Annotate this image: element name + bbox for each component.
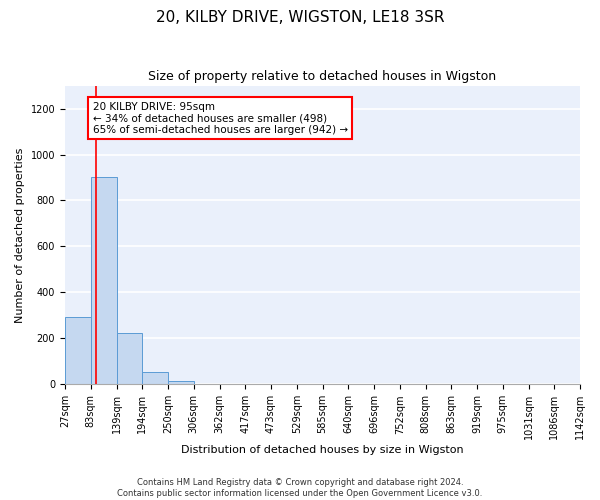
- Bar: [65, 316, 91, 384]
- Text: Contains HM Land Registry data © Crown copyright and database right 2024.
Contai: Contains HM Land Registry data © Crown c…: [118, 478, 482, 498]
- Text: 20, KILBY DRIVE, WIGSTON, LE18 3SR: 20, KILBY DRIVE, WIGSTON, LE18 3SR: [156, 10, 444, 25]
- X-axis label: Distribution of detached houses by size in Wigston: Distribution of detached houses by size …: [181, 445, 464, 455]
- Bar: [116, 332, 142, 384]
- Text: 20 KILBY DRIVE: 95sqm
← 34% of detached houses are smaller (498)
65% of semi-det: 20 KILBY DRIVE: 95sqm ← 34% of detached …: [92, 102, 348, 135]
- Bar: [168, 381, 194, 384]
- Bar: [142, 372, 168, 384]
- Y-axis label: Number of detached properties: Number of detached properties: [15, 148, 25, 322]
- Title: Size of property relative to detached houses in Wigston: Size of property relative to detached ho…: [148, 70, 497, 83]
- Bar: [91, 178, 116, 384]
